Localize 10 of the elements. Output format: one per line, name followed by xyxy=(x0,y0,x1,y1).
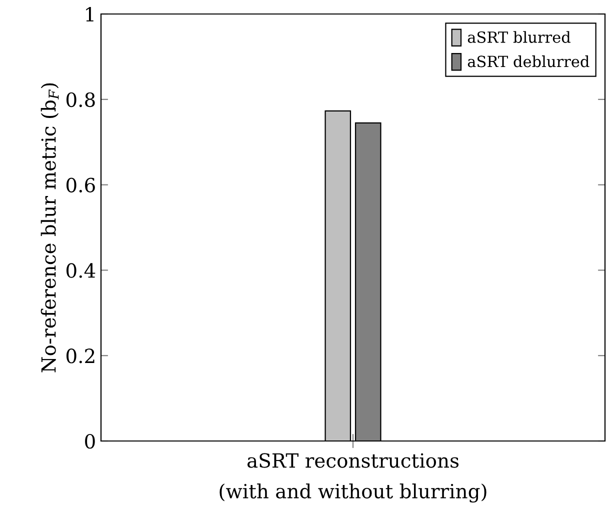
x-tick-label: aSRT reconstructions (with and without blurring) xyxy=(220,453,486,503)
y-axis-title: No-reference blur metric (b$_{F}$) xyxy=(40,83,59,372)
y-tick-label: 0.6 xyxy=(66,178,95,192)
y-tick-label: 1 xyxy=(86,6,94,22)
legend-label: aSRT deblurred xyxy=(468,55,590,68)
legend-label: aSRT blurred xyxy=(468,31,570,43)
y-tick-label: 0.4 xyxy=(66,263,96,278)
y-tick-label: 0 xyxy=(85,434,95,449)
y-tick-label: 0.2 xyxy=(66,348,94,364)
y-tick-label: 0.8 xyxy=(66,92,95,108)
